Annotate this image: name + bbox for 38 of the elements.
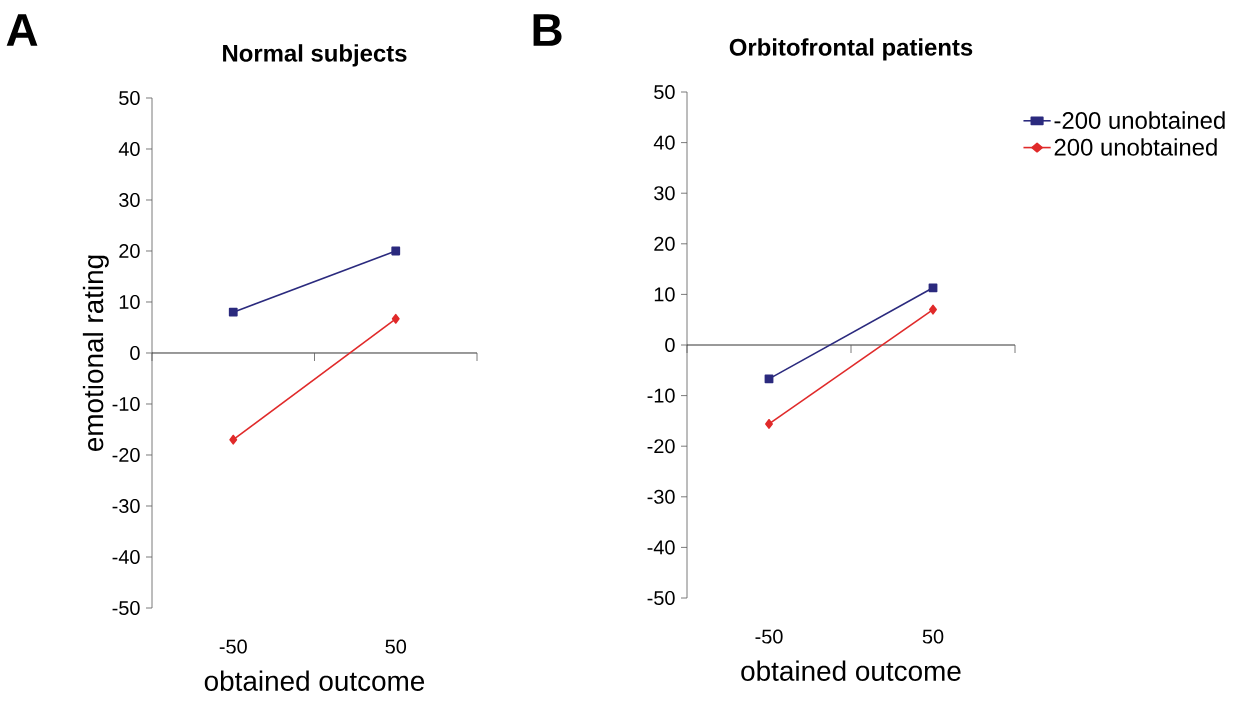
y-tick-label: -50 [112,600,140,616]
y-tick-label: -10 [112,396,140,412]
y-tick-label: 10 [119,294,140,310]
point [765,418,773,429]
y-tick-label: 50 [654,84,675,100]
y-tick-label: -40 [647,540,675,555]
text: A [6,14,38,46]
y-tick-label: 0 [665,337,675,353]
point [928,283,938,293]
y-tick-label: 30 [119,192,140,208]
y-tick-label: 20 [119,243,140,259]
y-tick-label: 40 [118,141,140,157]
y-tick-label: -10 [647,388,675,403]
y-tick-label: 50 [119,90,140,106]
y-tick-label: -50 [647,590,675,606]
point [229,434,238,445]
chart-title: Orbitofrontal patients [729,38,973,61]
point [391,313,400,324]
y-tick-label: 0 [130,345,140,361]
y-tick-label: 20 [654,236,675,251]
x-axis-title: obtained outcome [204,670,425,691]
point [228,307,238,317]
y-tick-label: -20 [647,439,675,454]
legend-label: 200 unobtained [1054,138,1217,156]
legend-label: -200 unobtained [1054,111,1225,129]
y-tick-label: -30 [647,489,675,504]
chart-title: Normal subjects [223,44,407,67]
y-tick-label: -40 [112,549,140,565]
x-axis-title: obtained outcome [741,660,961,681]
y-tick-label: 30 [654,186,675,201]
point [929,304,937,315]
y-tick-label: -30 [112,498,140,514]
text: B [533,14,562,46]
y-tick-label: 40 [653,135,675,150]
y-tick-label: 10 [654,287,675,302]
point [391,246,401,256]
y-axis-title: emotional rating [82,255,109,452]
y-tick-label: -20 [112,447,140,463]
